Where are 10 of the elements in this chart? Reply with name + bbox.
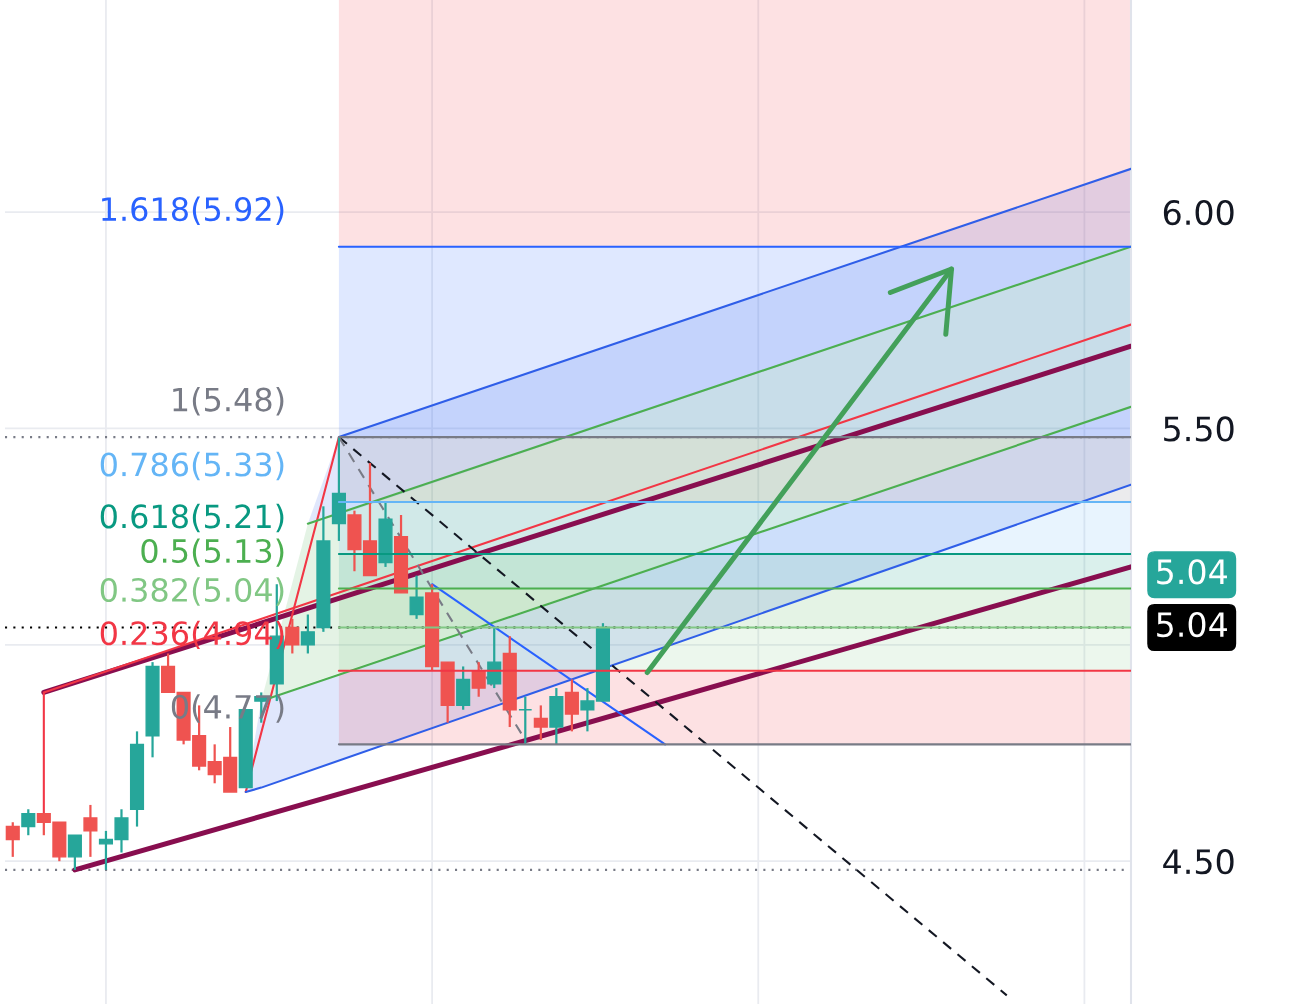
series-label: 0.5(5.13) [141,538,284,567]
text: 5.04 [1157,559,1227,585]
y-tick-label: 6.00 [1163,199,1234,226]
ref-line-label: 5.04 [1157,611,1227,638]
series-label: 0.618(5.21) [100,503,284,533]
series-label: 1.618(5.92) [102,196,284,225]
series-label: 0.786(5.33) [100,451,284,481]
series-label: 1(5.48) [173,386,284,416]
y-tick-label: 4.50 [1163,849,1234,875]
y-tick-label: 5.50 [1164,416,1234,442]
